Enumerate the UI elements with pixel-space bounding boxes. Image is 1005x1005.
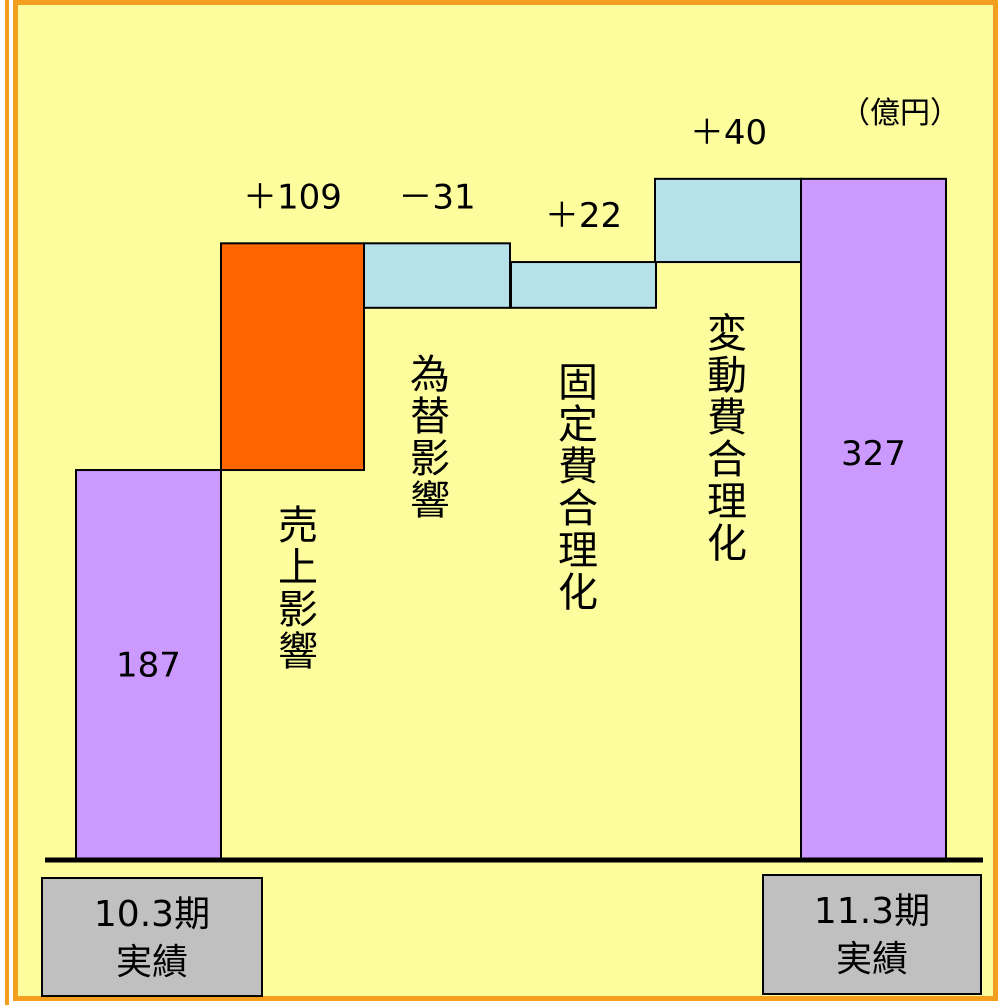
- delta-bar: [363, 242, 511, 309]
- value-label: ＋109: [243, 177, 342, 217]
- step-name-sales: 売上影響: [271, 504, 317, 672]
- value-label: －31: [398, 177, 475, 217]
- step-name-fx: 為替影響: [403, 353, 449, 521]
- left-border: [0, 0, 13, 1005]
- category-line-1: 10.3期: [93, 894, 211, 935]
- value-label: 327: [841, 434, 906, 474]
- total-bar: [75, 469, 222, 860]
- category-line-1: 11.3期: [813, 891, 931, 932]
- total-bar: [800, 177, 947, 860]
- category-line-2: 実績: [115, 942, 188, 983]
- delta-bar: [510, 261, 657, 309]
- value-label: 187: [116, 646, 181, 686]
- value-label: ＋22: [545, 196, 622, 236]
- unit-label: （億円）: [840, 96, 960, 131]
- step-name-fixed-cost: 固定費合理化: [551, 361, 597, 613]
- category-box-end: 11.3期 実績: [762, 874, 982, 995]
- category-box-start: 10.3期 実績: [41, 877, 263, 997]
- delta-bar: [220, 242, 365, 472]
- value-label: ＋40: [690, 113, 767, 153]
- step-name-variable-cost: 変動費合理化: [700, 312, 746, 564]
- delta-bar: [654, 177, 803, 264]
- category-line-2: 実績: [835, 939, 908, 980]
